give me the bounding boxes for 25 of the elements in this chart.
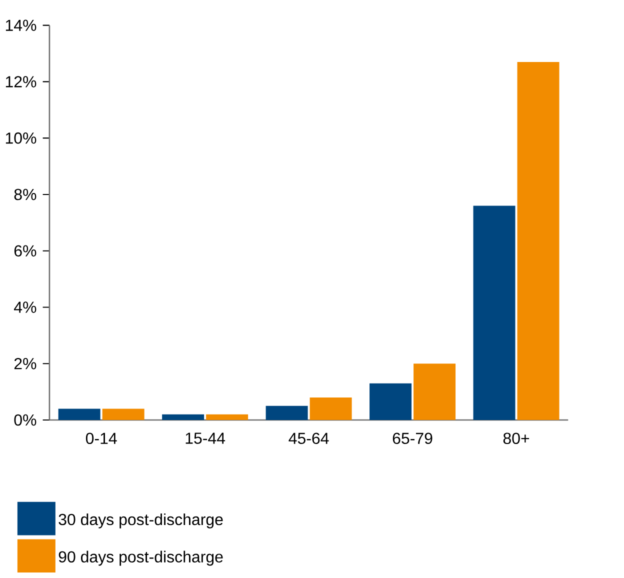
bar (266, 406, 308, 420)
bar (206, 414, 248, 420)
legend-label: 90 days post-discharge (58, 550, 223, 566)
bar (473, 206, 516, 420)
bar (310, 397, 352, 420)
y-tick-label: 14% (6, 20, 36, 31)
x-tick-label: 0-14 (86, 432, 117, 444)
bar (162, 414, 204, 420)
y-tick-label: 4% (14, 302, 36, 313)
bar (370, 383, 412, 420)
bar (102, 408, 144, 420)
y-tick-label: 12% (6, 76, 36, 88)
x-tick-label: 45-64 (288, 432, 329, 444)
bar (414, 364, 456, 420)
x-tick-label: 15-44 (186, 432, 226, 444)
bar (58, 408, 100, 420)
y-tick-label: 0% (14, 414, 36, 426)
legend-label: 30 days post-discharge (58, 513, 223, 528)
y-tick-label: 10% (6, 132, 36, 144)
x-tick-label: 65-79 (392, 432, 432, 444)
bar (517, 62, 560, 420)
y-tick-label: 6% (14, 245, 36, 257)
y-tick-label: 8% (14, 188, 36, 200)
x-tick-label: 80+ (503, 432, 530, 444)
y-tick-label: 2% (14, 358, 36, 370)
